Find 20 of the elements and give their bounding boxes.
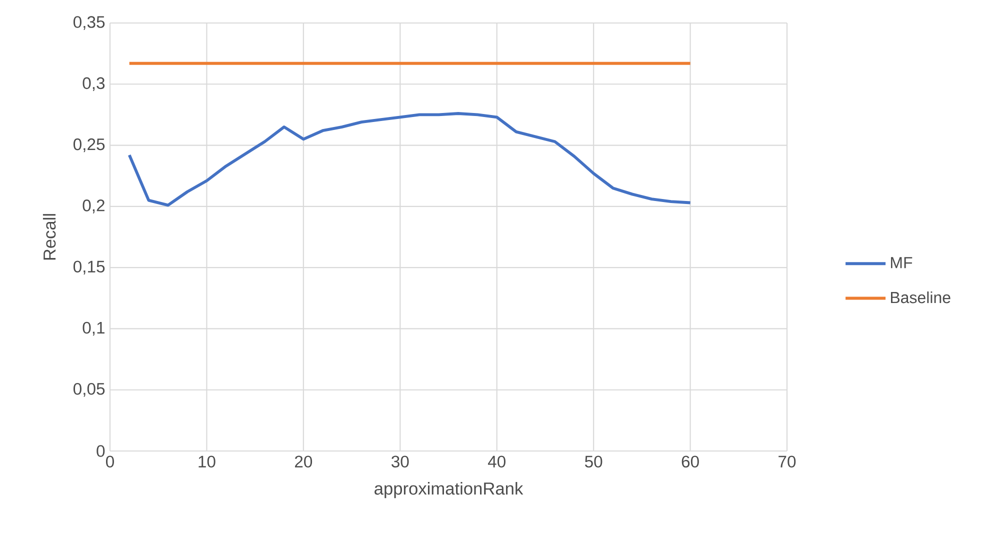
- y-tick-label: 0,15: [74, 260, 105, 274]
- x-tick-label: 40: [488, 456, 506, 468]
- x-tick-label: 60: [682, 456, 699, 468]
- x-tick-label: 0: [106, 456, 114, 468]
- y-tick-label: 0,25: [74, 138, 105, 152]
- legend-label: Baseline: [891, 291, 950, 304]
- x-tick-label: 30: [392, 456, 409, 468]
- x-axis-title: approximationRank: [374, 482, 524, 498]
- legend-label: MF: [891, 257, 912, 268]
- x-tick-label: 50: [584, 456, 602, 468]
- y-axis-title: Recall: [42, 214, 56, 260]
- y-tick-label: 0: [96, 445, 105, 457]
- y-tick-label: 0,05: [74, 382, 105, 397]
- x-tick-label: 10: [198, 456, 216, 468]
- x-tick-label: 20: [295, 456, 312, 468]
- y-tick-label: 0,35: [74, 16, 105, 30]
- y-tick-label: 0,3: [82, 77, 105, 92]
- y-tick-label: 0,1: [82, 322, 104, 336]
- y-tick-label: 0,2: [82, 200, 104, 214]
- x-tick-label: 70: [778, 456, 796, 468]
